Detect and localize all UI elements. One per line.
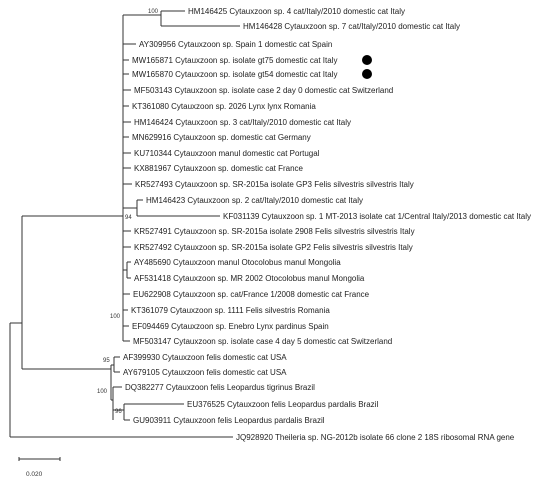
leaf-label: AY309956 Cytauxzoon sp. Spain 1 domestic… (139, 40, 332, 49)
leaf-label: EU622908 Cytauxzoon sp. cat/France 1/200… (133, 290, 370, 299)
tree-branches (9, 10, 240, 438)
leaf-label: DQ382277 Cytauxzoon felis Leopardus tigr… (125, 383, 315, 392)
bootstrap-value: 100 (110, 314, 121, 320)
black-dot-marker-mw165870 (362, 69, 372, 79)
bootstrap-value: 100 (97, 389, 108, 395)
leaf-label: KR527493 Cytauxzoon sp. SR-2015a isolate… (135, 180, 414, 189)
leaf-label: MF503143 Cytauxzoon sp. isolate case 2 d… (134, 86, 393, 95)
leaf-label: KU710344 Cytauxzoon manul domestic cat P… (134, 149, 320, 158)
leaf-labels: HM146425 Cytauxzoon sp. 4 cat/Italy/2010… (123, 7, 531, 442)
leaf-label: MF503147 Cytauxzoon sp. isolate case 4 d… (133, 337, 392, 346)
leaf-label: JQ928920 Theileria sp. NG-2012b isolate … (236, 433, 515, 442)
leaf-label: KR527492 Cytauxzoon sp. SR-2015a isolate… (134, 243, 413, 252)
leaf-label: KT361079 Cytauxzoon sp. 1111 Felis silve… (131, 306, 330, 315)
bootstrap-value: 95 (103, 358, 110, 364)
leaf-label: GU903911 Cytauxzoon felis Leopardus pard… (133, 416, 325, 425)
leaf-label: MW165871 Cytauxzoon sp. isolate gt75 dom… (132, 56, 337, 65)
leaf-label: KF031139 Cytauxzoon sp. 1 MT-2013 isolat… (223, 212, 531, 221)
scale-bar: 0.020 (18, 457, 61, 478)
leaf-label: EU376525 Cytauxzoon felis Leopardus pard… (187, 400, 378, 409)
leaf-label: MW165870 Cytauxzoon sp. isolate gt54 dom… (132, 70, 337, 79)
leaf-label: HM146428 Cytauxzoon sp. 7 cat/Italy/2010… (243, 22, 460, 31)
leaf-label: HM146425 Cytauxzoon sp. 4 cat/Italy/2010… (188, 7, 405, 16)
bootstrap-value: 96 (115, 409, 122, 415)
bootstrap-value: 94 (125, 215, 132, 221)
leaf-label: KR527491 Cytauxzoon sp. SR-2015a isolate… (134, 227, 415, 236)
leaf-label: KT361080 Cytauxzoon sp. 2026 Lynx lynx R… (132, 102, 316, 111)
leaf-label: HM146423 Cytauxzoon sp. 2 cat/Italy/2010… (146, 196, 363, 205)
leaf-label: HM146424 Cytauxzoon sp. 3 cat/Italy/2010… (134, 118, 351, 127)
study-isolate-markers (362, 55, 372, 79)
scale-bar-label: 0.020 (26, 471, 43, 478)
leaf-label: EF094469 Cytauxzoon sp. Enebro Lynx pard… (132, 322, 329, 331)
leaf-label: AF399930 Cytauxzoon felis domestic cat U… (123, 353, 287, 362)
leaf-label: MN629916 Cytauxzoon sp. domestic cat Ger… (132, 133, 311, 142)
bootstrap-value: 100 (148, 9, 159, 15)
black-dot-marker-mw165871 (362, 55, 372, 65)
leaf-label: KX881967 Cytauxzoon sp. domestic cat Fra… (134, 164, 304, 173)
leaf-label: AY485690 Cytauxzoon manul Otocolobus man… (134, 258, 341, 267)
leaf-label: AY679105 Cytauxzoon felis domestic cat U… (123, 368, 287, 377)
bootstrap-values: 100 94 100 95 100 96 (97, 9, 159, 415)
leaf-label: AF531418 Cytauxzoon sp. MR 2002 Otocolob… (134, 274, 365, 283)
